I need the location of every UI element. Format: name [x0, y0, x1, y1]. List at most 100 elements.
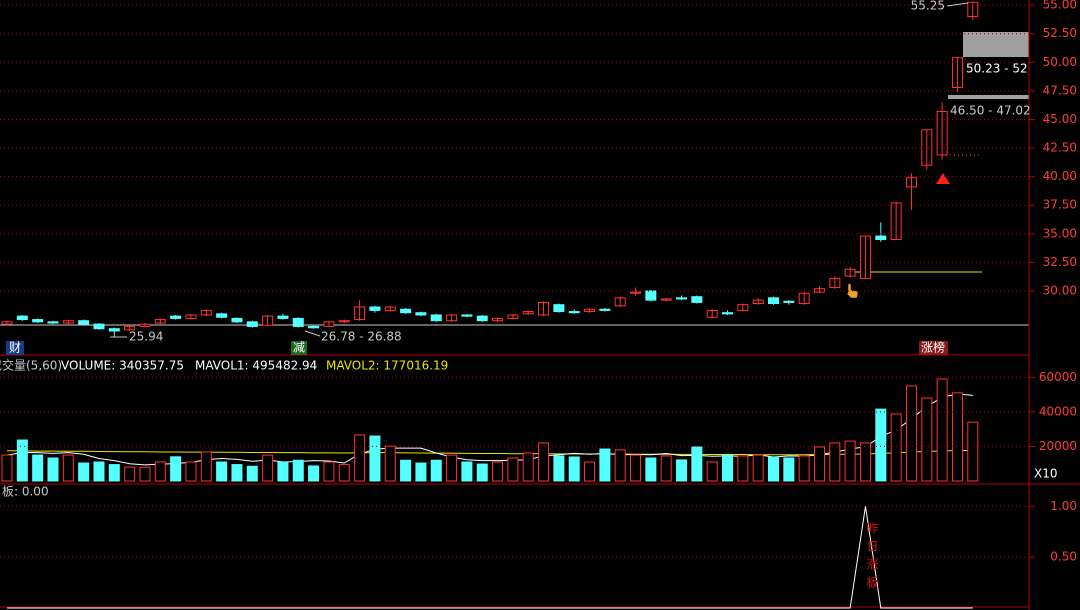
volume-bar — [323, 461, 335, 482]
volume-bar — [446, 454, 458, 482]
volume-bar — [844, 440, 856, 482]
y-tick-label: 40000 — [1039, 404, 1077, 418]
volume-bar — [737, 455, 749, 482]
legend-entry: MAVOL2: 177016.19 — [326, 359, 448, 373]
volume-bar — [78, 462, 90, 482]
volume-bar — [936, 378, 948, 482]
volume-bar — [308, 465, 320, 482]
volume-bar — [1, 454, 13, 482]
annotation: 昨日涨板 — [865, 522, 879, 594]
y-tick-label: 35.00 — [1043, 226, 1077, 240]
marker: 财 — [9, 341, 21, 355]
volume-bar — [507, 457, 519, 482]
unit-label: X10 — [1034, 467, 1058, 481]
volume-bar — [32, 454, 44, 482]
volume-bar — [231, 464, 243, 482]
y-tick-label: 42.50 — [1043, 141, 1077, 155]
volume-bar — [430, 459, 442, 482]
y-tick-label: 45.00 — [1043, 112, 1077, 126]
volume-bar — [170, 456, 182, 482]
marker: 减 — [293, 341, 305, 355]
volume-bar — [354, 434, 366, 482]
indicator-line — [7, 506, 973, 609]
volume-bar — [216, 461, 228, 482]
volume-bar — [768, 456, 779, 482]
volume-bar — [584, 461, 596, 482]
annotation: 46.50 - 47.02 — [950, 104, 1031, 118]
volume-bar — [752, 454, 764, 482]
y-tick-label: 40.00 — [1043, 169, 1077, 183]
y-tick-label: 50.00 — [1043, 55, 1077, 69]
label-arrow — [304, 330, 321, 337]
y-tick-label: 47.50 — [1043, 83, 1077, 97]
volume-bar — [246, 465, 258, 482]
volume-bar — [951, 392, 963, 482]
volume-bar — [614, 449, 626, 482]
volume-bar — [124, 466, 136, 482]
annotation: 50.23 - 52 — [966, 62, 1028, 76]
volume-bar — [691, 446, 703, 482]
volume-bar — [676, 459, 688, 482]
volume-bar — [62, 454, 74, 482]
volume-bar — [292, 459, 304, 482]
price-zone — [963, 32, 1029, 57]
marker-box — [919, 341, 948, 355]
volume-bar — [200, 451, 212, 482]
volume-label: VOLUME: 340357.75 — [61, 359, 184, 373]
volume-bar — [108, 464, 120, 482]
volume-bar — [568, 456, 580, 482]
volume-bar — [553, 455, 565, 482]
volume-bar — [461, 461, 473, 482]
volume-bar — [47, 457, 59, 482]
marker-box — [6, 341, 24, 355]
panel-title: 成交量(5,60) — [0, 358, 62, 373]
y-tick-label: 55.00 — [1043, 0, 1077, 12]
volume-bar — [384, 445, 396, 482]
volume-bar — [522, 452, 534, 482]
ma-line — [6, 449, 973, 456]
volume-bar — [599, 448, 611, 482]
volume-bar — [400, 459, 412, 482]
volume-bar — [492, 461, 504, 482]
y-tick-label: 20000 — [1039, 439, 1077, 453]
y-tick-label: 32.50 — [1043, 255, 1077, 269]
annotation: 26.78 - 26.88 — [321, 330, 402, 344]
marker: 涨榜 — [921, 340, 945, 355]
volume-bar — [476, 463, 488, 482]
volume-bar — [338, 464, 350, 482]
volume-bar — [139, 466, 151, 482]
volume-bar — [262, 454, 274, 482]
volume-bar — [798, 455, 810, 482]
volume-bar — [706, 461, 718, 482]
volume-bar — [277, 461, 289, 482]
label-arrow — [946, 2, 969, 7]
volume-bar — [93, 461, 105, 482]
y-tick-label: 37.50 — [1043, 198, 1077, 212]
volume-bar — [154, 461, 166, 482]
panel-title: 板: 0.00 — [2, 485, 49, 499]
y-tick-label: 1.00 — [1050, 499, 1077, 513]
volume-bar — [722, 454, 734, 482]
volume-bar — [16, 439, 28, 482]
y-tick-label: 52.50 — [1043, 26, 1077, 40]
volume-bar — [369, 435, 381, 482]
volume-bar — [538, 442, 550, 482]
volume-bar — [967, 421, 979, 482]
volume-bar — [185, 461, 197, 482]
y-tick-label: 60000 — [1039, 370, 1077, 384]
volume-bar — [813, 446, 825, 482]
volume-bar — [415, 462, 427, 482]
volume-bar — [645, 457, 657, 482]
legend-entry: MAVOL1: 495482.94 — [195, 359, 317, 373]
high-label: 55.25 — [911, 0, 945, 13]
y-tick-label: 30.00 — [1043, 283, 1077, 297]
price-zone — [948, 95, 1029, 99]
low-label: 25.94 — [129, 330, 163, 344]
y-tick-label: 0.50 — [1050, 550, 1077, 564]
volume-bar — [630, 454, 642, 482]
volume-bar — [905, 385, 917, 482]
ma-line — [6, 393, 973, 466]
